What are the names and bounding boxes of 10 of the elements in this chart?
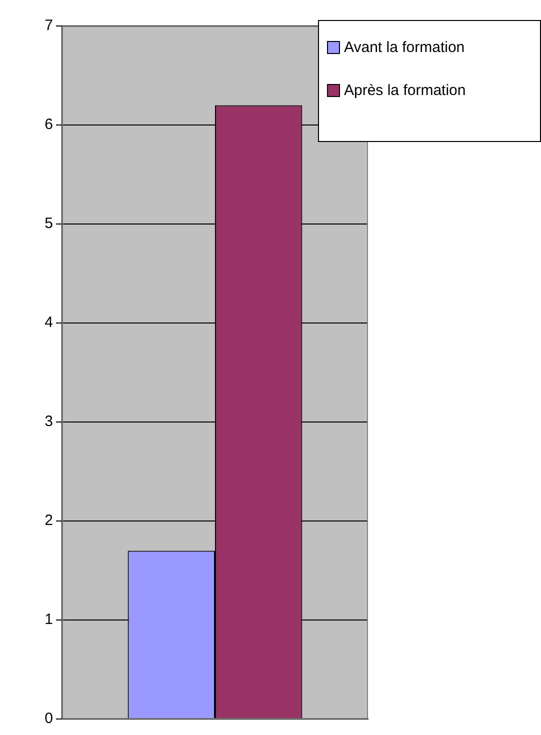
y-tick-label: 1 [44, 611, 53, 628]
y-tick-label: 4 [44, 314, 53, 332]
y-tick-label: 5 [44, 215, 53, 232]
y-tick-label: 0 [44, 710, 53, 728]
y-tick-label: 6 [44, 116, 53, 134]
y-tick-label: 2 [44, 512, 53, 530]
y-tick-label: 3 [44, 413, 53, 430]
legend-label: Avant la formation [344, 38, 465, 56]
y-tick-label: 7 [44, 17, 53, 34]
legend-label: Après la formation [344, 82, 466, 98]
